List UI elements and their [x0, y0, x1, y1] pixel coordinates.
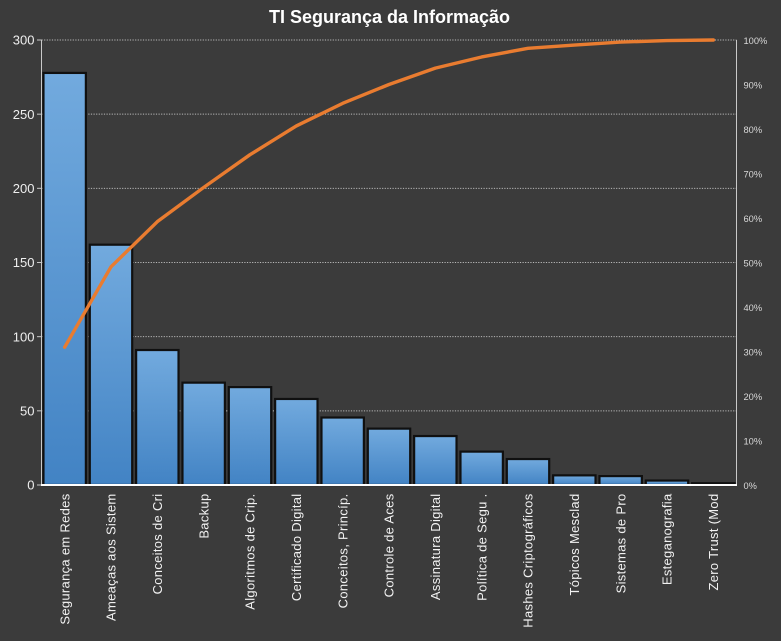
- svg-text:40%: 40%: [744, 303, 763, 313]
- svg-text:Assinatura Digital: Assinatura Digital: [428, 494, 443, 601]
- svg-text:Algoritmos de Crip.: Algoritmos de Crip.: [243, 494, 258, 610]
- svg-text:90%: 90%: [744, 81, 763, 91]
- svg-text:Conceitos de Cri: Conceitos de Cri: [150, 494, 165, 595]
- svg-text:Controle de Aces: Controle de Aces: [382, 493, 397, 597]
- svg-text:60%: 60%: [744, 214, 763, 224]
- svg-text:150: 150: [13, 255, 35, 270]
- svg-text:20%: 20%: [744, 392, 763, 402]
- svg-text:Tópicos Mesclad: Tópicos Mesclad: [567, 494, 582, 596]
- svg-text:80%: 80%: [744, 125, 763, 135]
- svg-text:0: 0: [27, 478, 34, 493]
- svg-text:Hashes Criptográficos: Hashes Criptográficos: [521, 493, 536, 627]
- svg-text:300: 300: [13, 33, 35, 48]
- svg-text:100%: 100%: [744, 36, 768, 46]
- svg-text:30%: 30%: [744, 348, 763, 358]
- svg-text:10%: 10%: [744, 437, 763, 447]
- svg-text:Backup: Backup: [196, 494, 211, 539]
- svg-text:Política de Segu .: Política de Segu .: [474, 494, 489, 601]
- svg-text:Segurança em Redes: Segurança em Redes: [57, 493, 72, 624]
- svg-text:200: 200: [13, 181, 35, 196]
- svg-text:50%: 50%: [744, 259, 763, 269]
- svg-text:Ameaças aos Sistem: Ameaças aos Sistem: [104, 494, 119, 622]
- svg-text:250: 250: [13, 107, 35, 122]
- svg-text:50: 50: [20, 403, 34, 418]
- svg-text:Sistemas de Pro: Sistemas de Pro: [613, 494, 628, 594]
- svg-text:Esteganografia: Esteganografia: [660, 493, 675, 585]
- svg-text:100: 100: [13, 329, 35, 344]
- svg-text:Conceitos, Princíp.: Conceitos, Princíp.: [335, 494, 350, 609]
- svg-text:70%: 70%: [744, 170, 763, 180]
- svg-text:Zero Trust (Mod: Zero Trust (Mod: [706, 494, 721, 591]
- svg-text:TI Segurança da Informação: TI Segurança da Informação: [269, 7, 510, 27]
- svg-text:0%: 0%: [744, 481, 757, 491]
- svg-text:Certificado Digital: Certificado Digital: [289, 494, 304, 602]
